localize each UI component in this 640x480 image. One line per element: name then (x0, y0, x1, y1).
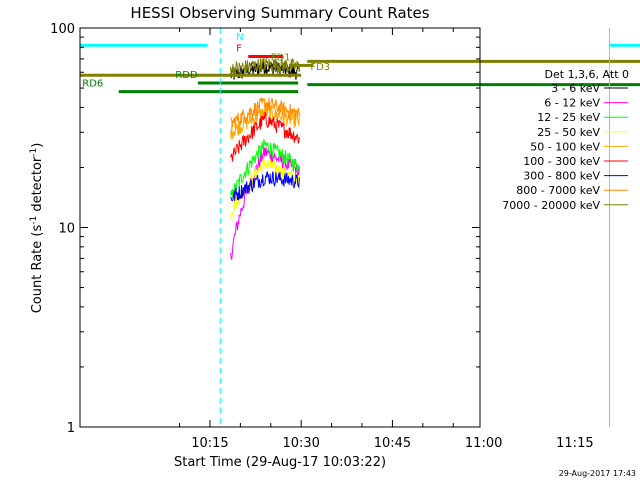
x-tick-label: 11:15 (556, 436, 593, 451)
flags-layer: NF FD1 FD3 RDD RD6 (80, 32, 640, 94)
y-tick-label: 10 (58, 222, 75, 237)
flag-label-rdd: RDD (175, 70, 198, 81)
chart-title: HESSI Observing Summary Count Rates (130, 4, 429, 22)
legend-label-3-6-kev: 3 - 6 keV (551, 82, 600, 95)
series-line-100-300-kev (230, 111, 300, 162)
y-tick-label: 100 (50, 22, 75, 37)
legend-label-300-800-kev: 300 - 800 keV (523, 170, 600, 183)
legend-label-7000-20000-kev: 7000 - 20000 keV (502, 199, 600, 212)
series-layer (230, 57, 300, 260)
y-tick-label: 1 (67, 421, 75, 436)
flag-label-fd3: FD3 (310, 62, 330, 73)
x-tick-label: 11:00 (465, 436, 502, 451)
flag-label-f: F (236, 43, 242, 54)
generated-timestamp: 29-Aug-2017 17:43 (559, 469, 636, 478)
y-label-mid: detector (30, 156, 45, 216)
series-line-300-800-kev (230, 171, 300, 202)
y-axis-label: Count Rate (s-1 detector-1) (29, 143, 45, 314)
y-label-exponent-1: -1 (29, 216, 39, 225)
x-axis-label: Start Time (29-Aug-17 10:03:22) (174, 455, 386, 470)
legend-label-100-300-kev: 100 - 300 keV (523, 155, 600, 168)
legend-label-12-25-kev: 12 - 25 keV (537, 111, 600, 124)
legend-label-25-50-kev: 25 - 50 keV (537, 126, 600, 139)
y-label-end: ) (30, 143, 45, 148)
series-line-800-7000-kev (230, 97, 300, 129)
series-line-7000-20000-kev (230, 57, 300, 77)
legend-title: Det 1,3,6, Att 0 (545, 68, 629, 81)
legend-label-800-7000-kev: 800 - 7000 keV (516, 184, 600, 197)
legend-label-50-100-kev: 50 - 100 keV (530, 140, 600, 153)
y-label-exponent-2: -1 (29, 148, 39, 157)
y-label-main: Count Rate (s (30, 225, 45, 314)
flag-label-n: N (236, 32, 243, 43)
y-axis-ticks: 1 10 100 (50, 22, 480, 436)
x-tick-label: 10:30 (282, 436, 319, 451)
x-tick-label: 10:45 (374, 436, 411, 451)
flag-label-rd6: RD6 (82, 79, 103, 90)
legend-label-6-12-kev: 6 - 12 keV (544, 97, 600, 110)
series-line-12-25-kev (230, 138, 300, 200)
flag-label-fd1: FD1 (271, 52, 291, 63)
x-tick-label: 10:15 (191, 436, 228, 451)
